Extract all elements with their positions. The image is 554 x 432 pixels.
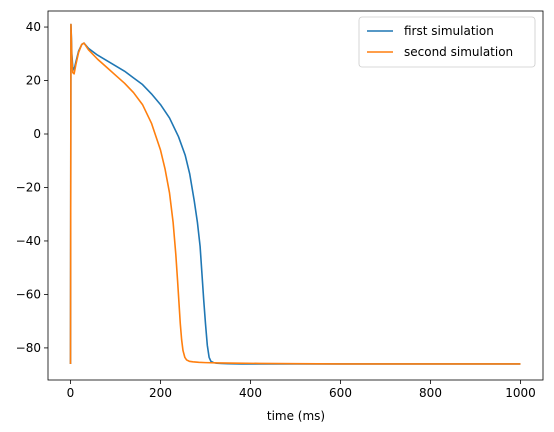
x-tick-label: 800: [419, 386, 442, 400]
y-tick-label: −80: [16, 341, 41, 355]
y-axis: 40 20 0 −20 −40 −60 −80: [16, 20, 48, 355]
x-axis: 0 200 400 600 800 1000: [67, 380, 536, 400]
plot-area: [47, 10, 544, 381]
y-tick-label: −20: [16, 180, 41, 194]
y-tick-label: 40: [26, 20, 41, 34]
x-tick-label: 600: [329, 386, 352, 400]
x-tick-label: 1000: [505, 386, 536, 400]
y-tick-label: −60: [16, 287, 41, 301]
legend-label-1: first simulation: [404, 24, 494, 38]
x-axis-label: time (ms): [267, 409, 325, 423]
x-tick-label: 200: [149, 386, 172, 400]
series-line-2: [69, 23, 521, 365]
legend-box: [358, 16, 536, 68]
plot-frame: [47, 10, 544, 381]
x-tick-label: 400: [239, 386, 262, 400]
y-tick-label: 20: [26, 74, 41, 88]
y-tick-label: −40: [16, 234, 41, 248]
legend: first simulation second simulation: [358, 16, 536, 68]
legend-label-2: second simulation: [404, 45, 513, 59]
y-tick-label: 0: [33, 127, 41, 141]
x-tick-label: 0: [67, 386, 75, 400]
series-line-1: [69, 23, 521, 365]
